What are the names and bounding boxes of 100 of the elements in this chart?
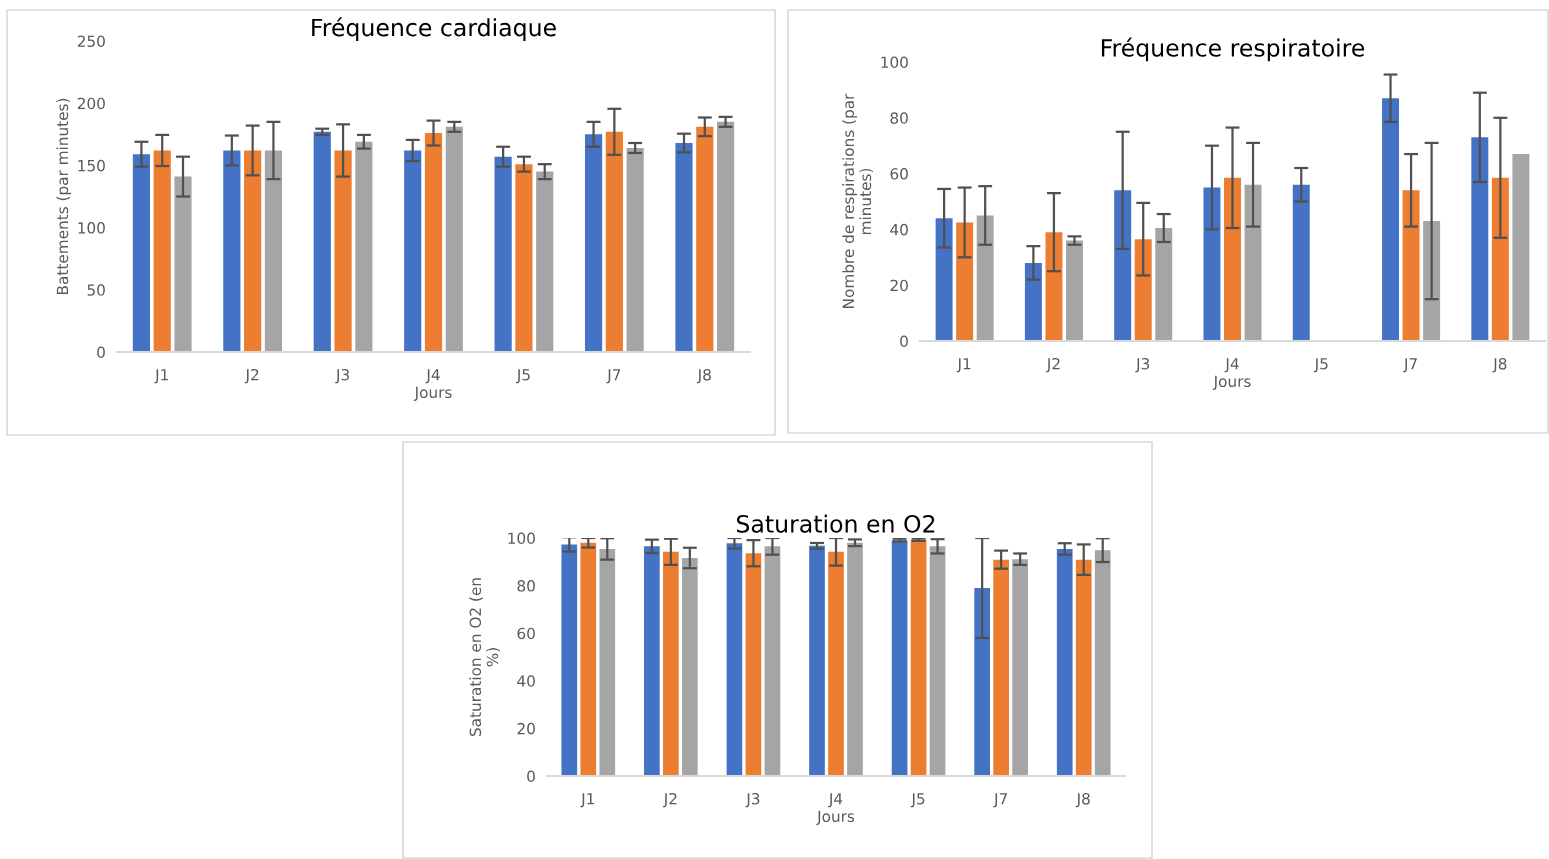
x-tick-label: J2 [244, 368, 259, 384]
bar [561, 544, 578, 776]
bar [726, 543, 743, 776]
bar [644, 546, 660, 776]
bar [1491, 177, 1509, 341]
bar [1224, 177, 1241, 341]
y-tick-label: 250 [77, 35, 105, 48]
y-tick-label: 100 [78, 222, 105, 234]
x-tick-label: J5 [516, 369, 530, 384]
y-axis-title: Saturation en O2 (en %) [469, 578, 501, 737]
bar [1292, 184, 1310, 341]
bar [494, 156, 512, 352]
y-axis-title: Battements (par minutes) [56, 98, 72, 294]
chart-title: Saturation en O2 [736, 514, 935, 533]
bar [244, 150, 262, 352]
bar [174, 176, 192, 352]
bar [935, 218, 953, 341]
y-axis-title: Nombre de respirations (par minutes) [842, 93, 874, 308]
bar [1134, 239, 1152, 341]
bar [584, 134, 603, 352]
bar [809, 545, 825, 776]
bar [1382, 98, 1400, 341]
bar [974, 587, 990, 776]
bar [847, 542, 863, 776]
bar [1203, 187, 1221, 341]
x-tick-label: J5 [1313, 358, 1328, 373]
bar [1075, 559, 1092, 776]
y-tick-label: 150 [78, 159, 105, 172]
bar [910, 539, 927, 776]
bar [828, 551, 844, 776]
bar [682, 557, 698, 776]
bar [891, 540, 908, 776]
bar [536, 171, 554, 352]
x-tick-label: J1 [580, 793, 594, 808]
x-tick-label: J3 [745, 792, 760, 808]
x-axis-title: Jours [1212, 375, 1251, 390]
bar [515, 164, 533, 352]
bar [929, 546, 946, 776]
bar [424, 133, 443, 352]
bar [956, 222, 974, 341]
x-tick-label: J5 [910, 793, 925, 808]
bar [132, 154, 151, 352]
y-tick-label: 80 [517, 580, 535, 592]
x-axis-title: Jours [816, 810, 855, 825]
y-tick-label: 50 [87, 284, 105, 296]
bar [993, 559, 1009, 776]
bar [599, 548, 616, 776]
bar [626, 147, 644, 352]
y-tick-label: 100 [508, 532, 535, 545]
bar [716, 121, 735, 352]
x-tick-label: J4 [425, 369, 440, 384]
bar [1024, 262, 1042, 341]
x-tick-label: J4 [828, 793, 843, 808]
bar [1155, 228, 1173, 341]
bar [1012, 559, 1028, 776]
y-tick-label: 60 [890, 168, 908, 180]
bar [1402, 190, 1420, 341]
bar [313, 131, 331, 352]
bar [696, 126, 714, 352]
y-tick-label: 20 [517, 722, 535, 735]
bar [1056, 548, 1073, 776]
y-tick-label: 0 [527, 770, 535, 783]
x-tick-label: J2 [1046, 357, 1060, 373]
bar [445, 126, 463, 352]
bar [1114, 190, 1132, 341]
y-tick-label: 0 [97, 346, 105, 359]
x-tick-label: J2 [662, 792, 677, 808]
bar [1094, 550, 1111, 776]
bar [605, 131, 623, 352]
x-tick-label: J1 [154, 369, 168, 384]
x-tick-label: J7 [993, 793, 1007, 808]
x-tick-label: J4 [1224, 358, 1239, 373]
bar [764, 546, 781, 776]
bar [976, 215, 994, 341]
x-tick-label: J1 [956, 358, 971, 373]
x-tick-label: J3 [1135, 357, 1150, 373]
bar [223, 150, 241, 352]
chart-title: Fréquence respiratoire [1101, 37, 1365, 62]
bar [745, 553, 762, 776]
bar [663, 551, 679, 776]
x-tick-label: J7 [606, 369, 621, 384]
y-tick-label: 0 [900, 335, 908, 348]
bar [355, 141, 373, 352]
x-tick-label: J8 [1075, 792, 1090, 808]
x-tick-label: J8 [1492, 357, 1507, 373]
y-tick-label: 200 [77, 97, 105, 110]
bar [334, 150, 352, 352]
bar [153, 150, 171, 352]
x-tick-label: J8 [696, 368, 711, 384]
bar [1471, 137, 1489, 341]
y-tick-label: 60 [517, 627, 535, 640]
y-tick-label: 100 [881, 56, 908, 69]
bar [1512, 154, 1530, 341]
x-tick-label: J3 [335, 368, 349, 384]
bar [1065, 240, 1083, 341]
y-tick-label: 40 [890, 223, 908, 236]
bar [1045, 232, 1063, 341]
bar [580, 542, 597, 776]
y-tick-label: 80 [890, 112, 908, 124]
bar [404, 150, 422, 352]
